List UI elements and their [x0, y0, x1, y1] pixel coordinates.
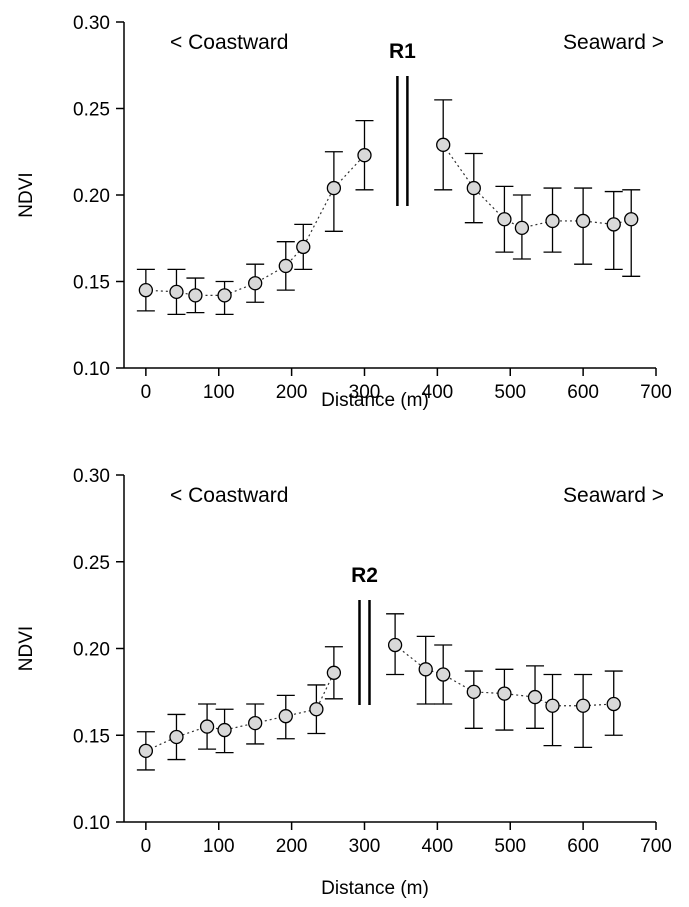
series-connector [442, 144, 632, 229]
data-point [436, 667, 451, 682]
data-point [326, 180, 342, 196]
x-tick-label: 100 [203, 836, 235, 857]
x-axis-title: Distance (m) [321, 390, 429, 411]
x-tick-label: 300 [349, 382, 381, 403]
data-point [248, 276, 263, 291]
data-point [278, 709, 293, 724]
chart-panel-2: 0.10 0.15 0.20 0.25 0.30 0 100 200 300 400 500 600 7… [16, 466, 672, 899]
data-point [357, 148, 372, 163]
x-tick-label: 200 [276, 382, 308, 403]
data-point [169, 729, 184, 745]
data-point [527, 689, 543, 705]
data-point [199, 719, 215, 734]
x-tick-label: 300 [349, 836, 381, 857]
data-point [545, 213, 560, 229]
data-point [188, 288, 203, 303]
x-axis-title: Distance (m) [321, 878, 429, 899]
data-point [606, 217, 621, 232]
data-point [217, 722, 232, 738]
data-point [138, 743, 154, 759]
data-point [624, 212, 639, 227]
coastward-label: < Coastward [170, 31, 288, 54]
data-point [326, 665, 342, 680]
x-tick-label: 600 [567, 836, 599, 857]
x-tick-label: 400 [422, 836, 454, 857]
x-tick-label: 700 [640, 836, 672, 857]
y-tick-label: 0.15 [73, 726, 110, 747]
data-point [387, 637, 403, 653]
y-tick-label: 0.30 [73, 466, 110, 487]
x-tick-label: 200 [276, 836, 308, 857]
x-tick-label: 600 [567, 382, 599, 403]
y-tick-label: 0.25 [73, 553, 110, 574]
seaward-label: Seaward > [563, 31, 664, 54]
data-point [418, 662, 433, 677]
series-1 [136, 646, 343, 771]
marker-label: R2 [351, 564, 378, 587]
data-point [575, 213, 591, 229]
data-point [466, 180, 481, 196]
series-1 [136, 119, 374, 316]
data-point [606, 696, 621, 712]
data-point [436, 137, 451, 152]
y-tick-label: 0.30 [73, 13, 110, 34]
y-tick-label: 0.15 [73, 273, 110, 294]
data-point [248, 715, 263, 731]
data-point [309, 702, 324, 717]
series-2 [434, 99, 641, 277]
data-point [497, 212, 512, 227]
y-tick-label: 0.10 [73, 359, 110, 380]
data-point [138, 282, 154, 298]
y-tick-label: 0.25 [73, 100, 110, 121]
chart-panel-1: 0.10 0.15 0.20 0.25 0.30 0 100 200 300 400 500 600 7… [16, 13, 672, 411]
series-2 [386, 613, 623, 749]
y-tick-label: 0.20 [73, 186, 110, 207]
coastward-label: < Coastward [170, 484, 288, 507]
y-tick-label: 0.20 [73, 640, 110, 661]
data-point [497, 686, 512, 701]
y-axis-title: NDVI [16, 172, 37, 217]
x-tick-label: 0 [141, 836, 152, 857]
x-tick-label: 100 [203, 382, 235, 403]
data-point [278, 258, 293, 274]
data-point [169, 284, 184, 300]
y-tick-label: 0.10 [73, 813, 110, 834]
data-point [466, 684, 481, 700]
data-point [575, 698, 591, 713]
x-tick-label: 700 [640, 382, 672, 403]
x-tick-label: 0 [141, 382, 152, 403]
x-tick-label: 400 [422, 382, 454, 403]
data-point [514, 220, 530, 236]
data-point [217, 288, 232, 303]
data-point [545, 698, 560, 713]
x-tick-label: 500 [494, 382, 526, 403]
x-tick-label: 500 [494, 836, 526, 857]
data-point [296, 239, 311, 255]
y-axis-title: NDVI [16, 626, 37, 671]
seaward-label: Seaward > [563, 484, 664, 507]
marker-label: R1 [389, 40, 416, 63]
